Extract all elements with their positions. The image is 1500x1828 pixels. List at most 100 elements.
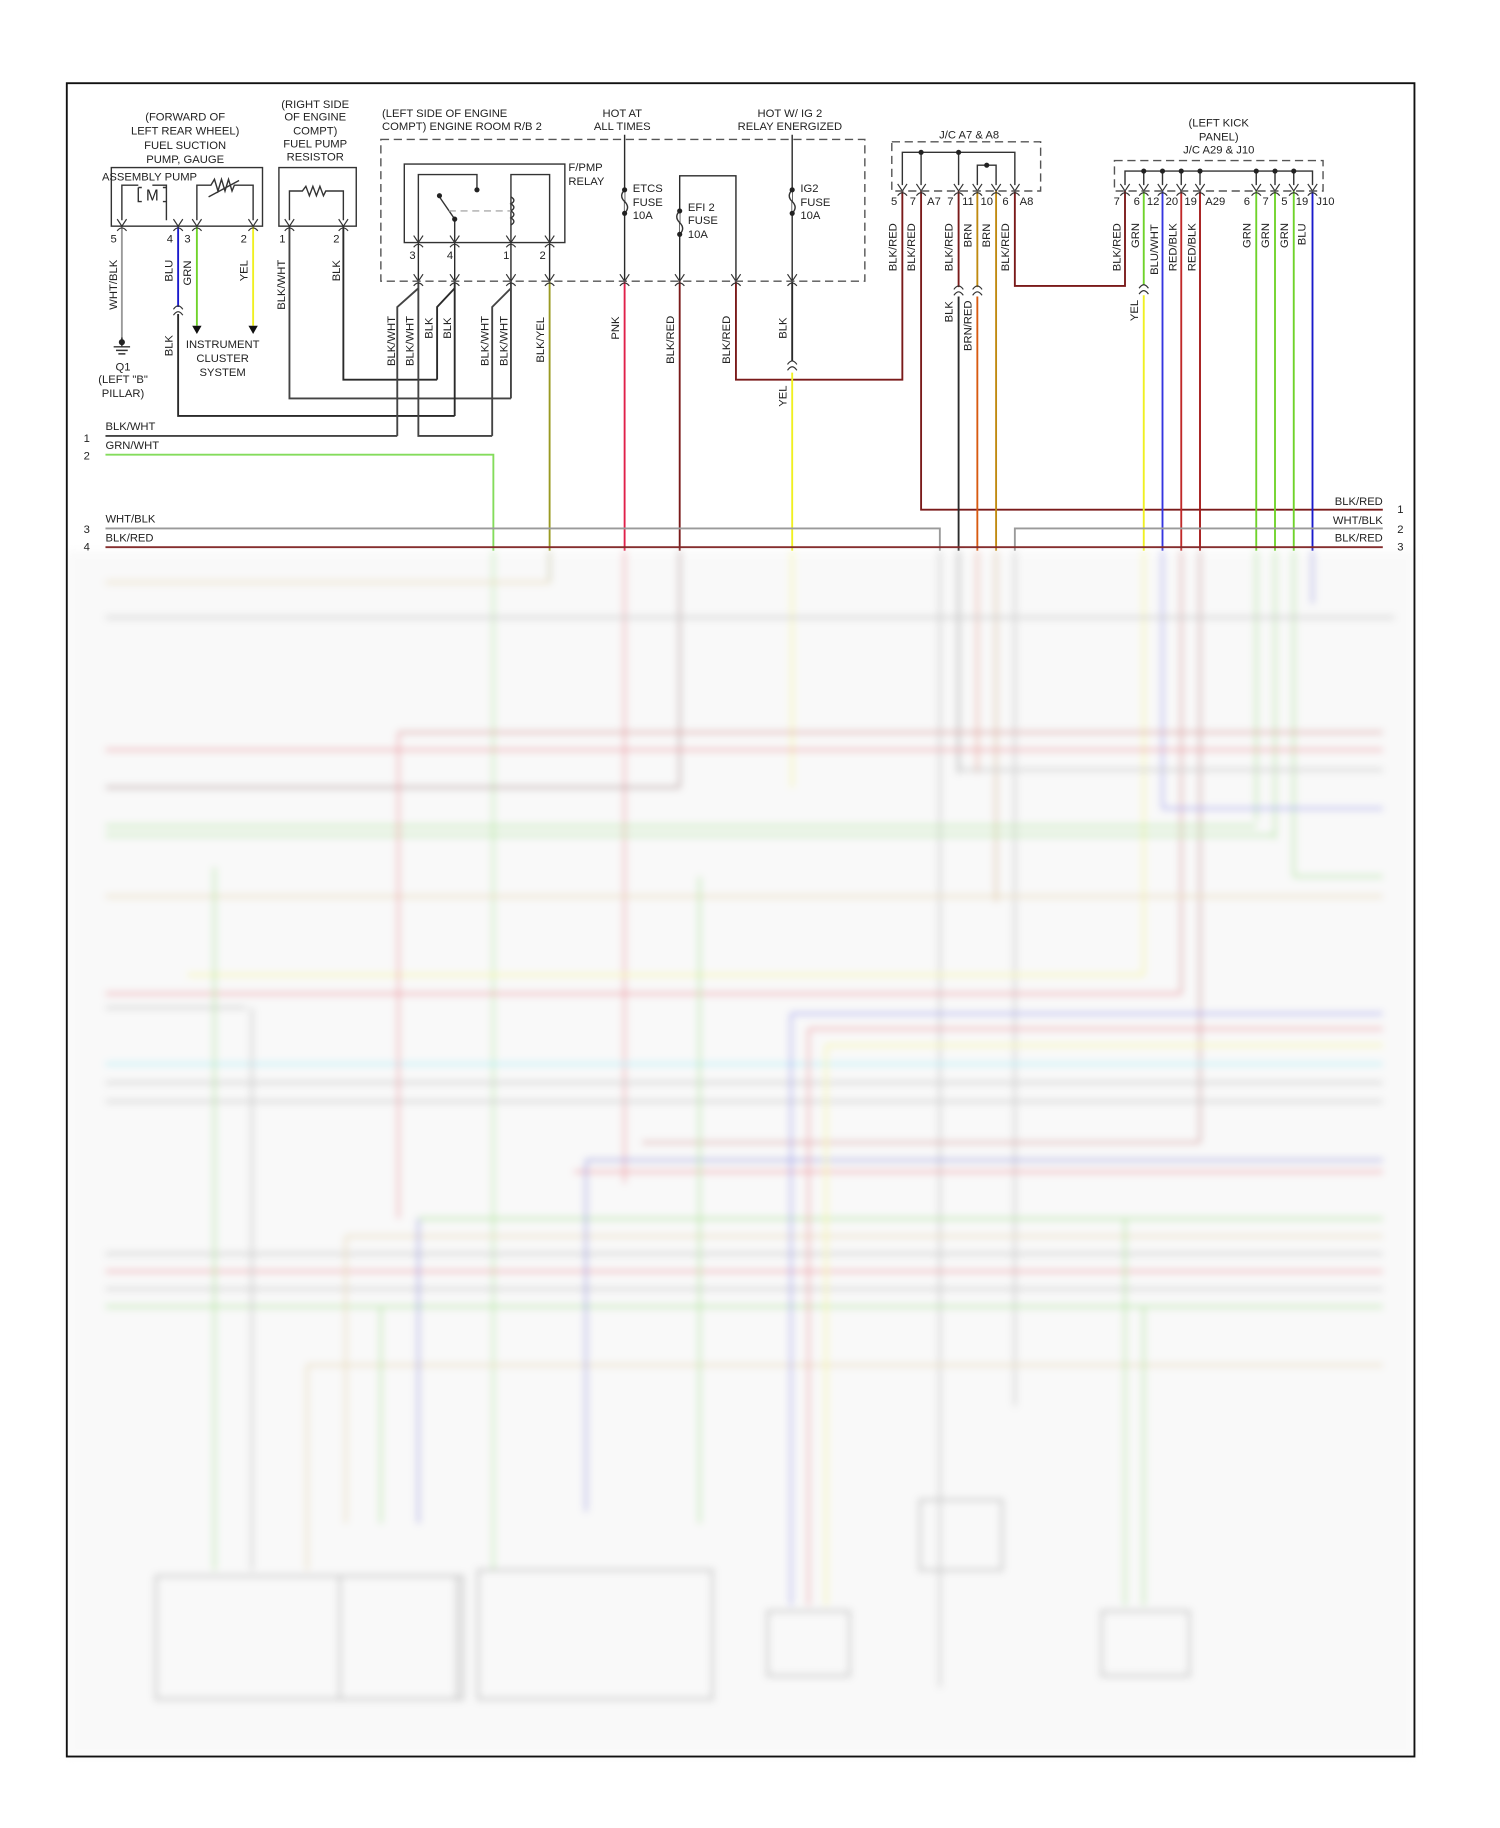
wire-label: BLK	[777, 317, 789, 339]
fuse-label: EFI 2	[688, 202, 715, 214]
obscured-component	[476, 1568, 714, 1701]
fuse-terminal	[677, 231, 683, 237]
wire-label: YEL	[777, 385, 789, 406]
wire-label: BLK	[331, 260, 343, 282]
pin-number: 11	[962, 196, 974, 208]
bus-number: 4	[84, 542, 90, 554]
connector-icon	[953, 183, 964, 197]
junction-label: J/C A29 & J10	[1183, 145, 1254, 157]
bus-label: BLK/RED	[105, 532, 153, 544]
resistor-box	[278, 166, 357, 227]
fuse-label: 10A	[633, 210, 653, 222]
wire-label: BLK/WHT	[498, 316, 510, 366]
wire-label: WHT/BLK	[108, 259, 120, 309]
wire-label: BLK	[423, 317, 435, 339]
bus-label: BLK/RED	[1335, 496, 1383, 508]
component-label: PUMP, GAUGE	[146, 154, 224, 166]
jc-a29-j10-bus	[1124, 170, 1314, 186]
pin-number: 7	[910, 196, 916, 208]
fuse-label: FUSE	[633, 197, 663, 209]
component-label: ASSEMBLY PUMP	[102, 171, 197, 183]
component-label: FUEL SUCTION	[144, 140, 226, 152]
wire	[920, 191, 1383, 511]
pin-number: J10	[1316, 196, 1334, 208]
bus-label: BLK/WHT	[105, 421, 155, 433]
reference-label: INSTRUMENT	[186, 339, 260, 351]
wire-label: YEL	[1129, 300, 1141, 321]
fuse-terminal	[789, 210, 795, 216]
wire-label: BLK	[442, 317, 454, 339]
pin-number: 4	[447, 250, 453, 262]
junction-dot	[1197, 168, 1203, 174]
pin-number: 1	[503, 250, 509, 262]
wire-labels: WHT/BLK BLU GRN YEL BLK BLK/WHT BLK BLK/…	[108, 223, 1308, 407]
pin-number: 12	[1147, 196, 1160, 208]
instrument-cluster-reference: INSTRUMENT CLUSTER SYSTEM	[186, 325, 260, 379]
inline-connector-icon	[1138, 284, 1149, 295]
wire-label: BRN	[962, 224, 974, 248]
relay-label: F/PMP	[568, 162, 602, 174]
wire	[288, 226, 511, 400]
wire-label: BLK/WHT	[480, 316, 492, 366]
inline-connector-icon	[953, 285, 964, 296]
wire	[105, 527, 941, 551]
wire-label: BRN/RED	[962, 300, 974, 351]
junction-dot	[1178, 168, 1184, 174]
resistor-icon	[288, 184, 345, 221]
wire-label: BLK/RED	[1111, 223, 1123, 271]
pin-number: 20	[1166, 196, 1179, 208]
obscured-component	[338, 1574, 459, 1701]
pump-box	[110, 166, 264, 227]
wire-label: BLK/RED	[665, 316, 677, 364]
wire	[1013, 527, 1383, 551]
wire-label: BLK/RED	[887, 223, 899, 271]
component-label: RESISTOR	[287, 152, 344, 164]
relay-label: RELAY	[568, 176, 605, 188]
inline-connector-icon	[787, 360, 798, 371]
bus-label: BLK/RED	[1335, 532, 1383, 544]
junction-dot	[1253, 168, 1259, 174]
wire-label: GRN	[1241, 223, 1253, 248]
wire	[1013, 191, 1126, 287]
pin-number: A29	[1205, 196, 1225, 208]
arrow-icon	[192, 325, 258, 334]
pin-number: 3	[409, 250, 415, 262]
wire-label: BLU/WHT	[1149, 224, 1161, 275]
wire-label: BLK/YEL	[535, 317, 547, 363]
obscured-component	[766, 1609, 852, 1678]
fuse-terminal	[789, 187, 795, 193]
fuel-pump-gauge-assembly: (FORWARD OF LEFT REAR WHEEL) FUEL SUCTIO…	[102, 112, 264, 227]
pin-number: 6	[1244, 196, 1250, 208]
jc-a7-a8-bus	[901, 151, 1016, 186]
bus-number: 1	[84, 433, 90, 445]
pin-number: 7	[1262, 196, 1268, 208]
connector-icon	[1288, 183, 1299, 197]
pin-number: A8	[1020, 196, 1034, 208]
fuse-label: 10A	[688, 229, 708, 241]
wire-label: BLK	[163, 335, 175, 357]
component-label: FUEL PUMP	[283, 139, 347, 151]
wire	[417, 281, 493, 437]
component-label: (RIGHT SIDE	[281, 99, 349, 111]
power-label: HOT AT	[602, 108, 642, 120]
ground-q1: Q1 (LEFT "B" PILLAR)	[98, 337, 148, 400]
wire-label: GRN	[1260, 223, 1272, 248]
obscured-component	[154, 1574, 465, 1701]
obscured-diagram-section	[66, 550, 1415, 1758]
obscured-component	[1100, 1609, 1191, 1678]
fuse-label: 10A	[800, 210, 820, 222]
pin-number: 5	[891, 196, 897, 208]
wire-label: PNK	[610, 316, 622, 340]
wire	[342, 226, 438, 381]
wire-label: BLK/WHT	[386, 316, 398, 366]
relay-switch-icon	[417, 173, 551, 243]
component-label: (FORWARD OF	[145, 112, 225, 124]
engine-room-relay-block-2: (LEFT SIDE OF ENGINE COMPT) ENGINE ROOM …	[380, 108, 866, 282]
junction-dot	[1272, 168, 1278, 174]
connector-icon	[674, 273, 685, 287]
connector-icon	[1119, 183, 1131, 197]
bus-number: 2	[1397, 524, 1403, 536]
pin-number: 10	[980, 196, 993, 208]
motor-symbol: M	[146, 187, 159, 204]
junction-label: J/C A7 & A8	[939, 129, 999, 141]
